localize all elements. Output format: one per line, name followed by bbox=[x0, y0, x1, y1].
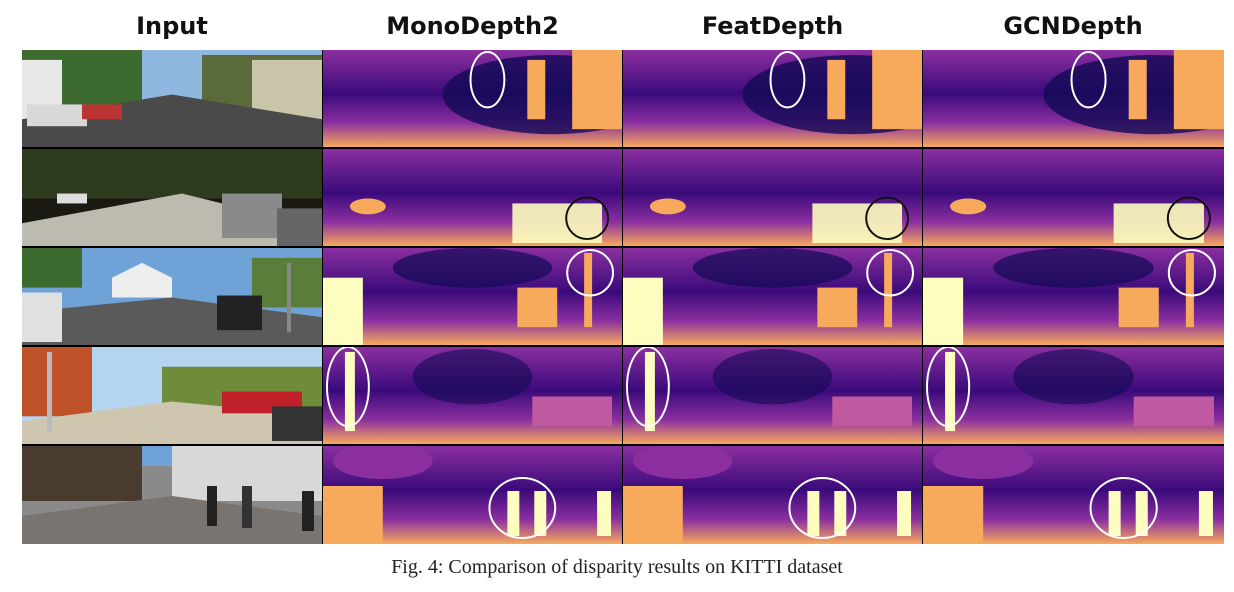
column-header-input: Input bbox=[136, 12, 208, 40]
disparity-map bbox=[623, 248, 922, 345]
cell-featdepth-row-4 bbox=[623, 347, 922, 444]
cell-gcndepth-row-2 bbox=[923, 149, 1224, 246]
cell-gcndepth-row-5 bbox=[923, 446, 1224, 544]
cell-featdepth-row-2 bbox=[623, 149, 922, 246]
highlight-circle bbox=[469, 50, 506, 109]
disparity-map bbox=[923, 347, 1224, 444]
highlight-circle bbox=[769, 50, 806, 109]
disparity-map bbox=[323, 149, 622, 246]
input-photo bbox=[22, 50, 322, 147]
cell-monodepth2-row-3 bbox=[323, 248, 622, 345]
disparity-map bbox=[323, 248, 622, 345]
cell-input-row-2 bbox=[22, 149, 322, 246]
disparity-map bbox=[923, 248, 1224, 345]
highlight-circle bbox=[865, 196, 910, 241]
cell-featdepth-row-3 bbox=[623, 248, 922, 345]
highlight-circle bbox=[1070, 50, 1107, 109]
disparity-map bbox=[923, 149, 1224, 246]
disparity-map bbox=[623, 347, 922, 444]
input-photo bbox=[22, 347, 322, 444]
cell-input-row-5 bbox=[22, 446, 322, 544]
highlight-circle bbox=[625, 347, 670, 428]
cell-input-row-4 bbox=[22, 347, 322, 444]
disparity-map bbox=[623, 50, 922, 147]
highlight-circle bbox=[488, 477, 557, 539]
disparity-map bbox=[623, 446, 922, 544]
highlight-circle bbox=[566, 248, 615, 297]
cell-gcndepth-row-3 bbox=[923, 248, 1224, 345]
input-photo bbox=[22, 446, 322, 544]
cell-monodepth2-row-2 bbox=[323, 149, 622, 246]
comparison-grid bbox=[22, 50, 1224, 544]
column-header-featdepth: FeatDepth bbox=[701, 12, 844, 40]
cell-input-row-3 bbox=[22, 248, 322, 345]
figure-caption: Fig. 4: Comparison of disparity results … bbox=[391, 556, 843, 578]
highlight-circle bbox=[788, 477, 857, 539]
highlight-circle bbox=[565, 196, 610, 241]
disparity-map bbox=[323, 446, 622, 544]
highlight-circle bbox=[325, 347, 370, 428]
disparity-map bbox=[323, 347, 622, 444]
cell-monodepth2-row-4 bbox=[323, 347, 622, 444]
highlight-circle bbox=[1089, 477, 1158, 539]
cell-monodepth2-row-5 bbox=[323, 446, 622, 544]
input-photo bbox=[22, 149, 322, 246]
cell-input-row-1 bbox=[22, 50, 322, 147]
column-header-gcndepth: GCNDepth bbox=[1003, 12, 1143, 40]
disparity-map bbox=[923, 446, 1224, 544]
disparity-map bbox=[323, 50, 622, 147]
highlight-circle bbox=[1166, 196, 1211, 241]
input-photo bbox=[22, 248, 322, 345]
cell-gcndepth-row-4 bbox=[923, 347, 1224, 444]
disparity-map bbox=[923, 50, 1224, 147]
highlight-circle bbox=[1167, 248, 1216, 297]
highlight-circle bbox=[866, 248, 915, 297]
cell-featdepth-row-1 bbox=[623, 50, 922, 147]
cell-monodepth2-row-1 bbox=[323, 50, 622, 147]
highlight-circle bbox=[926, 347, 971, 428]
column-header-monodepth2: MonoDepth2 bbox=[386, 12, 559, 40]
disparity-map bbox=[623, 149, 922, 246]
cell-featdepth-row-5 bbox=[623, 446, 922, 544]
cell-gcndepth-row-1 bbox=[923, 50, 1224, 147]
